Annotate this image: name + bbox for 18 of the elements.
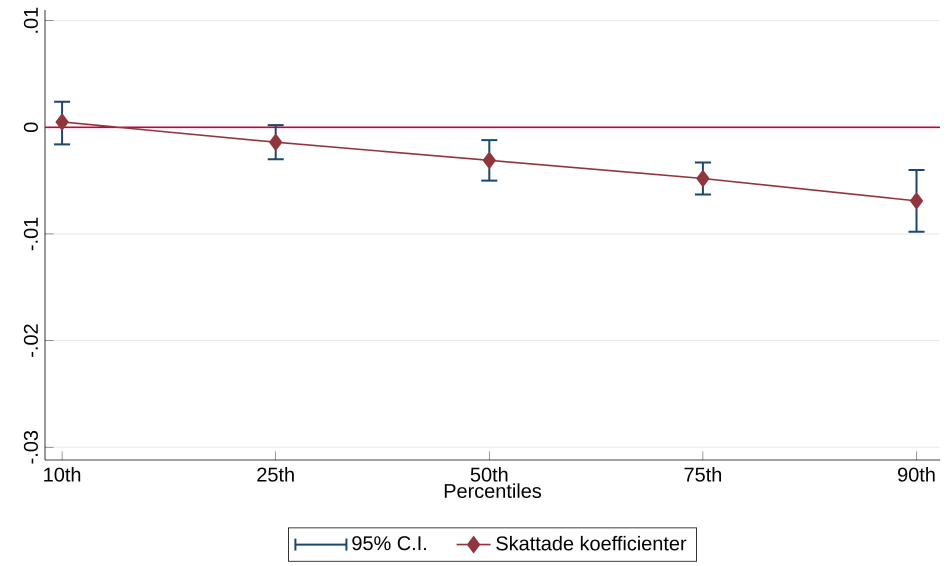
y-tick-label: 0 <box>24 122 38 132</box>
y-tick-label: -.02 <box>24 324 38 357</box>
y-tick-label: -.01 <box>24 218 38 250</box>
point <box>56 113 69 130</box>
y-tick-label: -.03 <box>24 430 38 464</box>
point <box>269 134 282 151</box>
point <box>910 192 924 210</box>
point <box>482 152 496 169</box>
point <box>696 170 710 187</box>
x-axis-title: Percentiles <box>444 483 542 498</box>
text: 95% C.I. <box>352 536 426 550</box>
legend-label: Skattade koefficienter <box>496 536 686 550</box>
x-tick-label: 75th <box>684 467 721 482</box>
y-tick-label: .01 <box>24 8 38 33</box>
x-tick-label: 10th <box>44 467 80 482</box>
x-tick-label: 90th <box>898 467 935 482</box>
x-tick-label: 50th <box>470 467 508 482</box>
x-tick-label: 25th <box>257 467 294 482</box>
